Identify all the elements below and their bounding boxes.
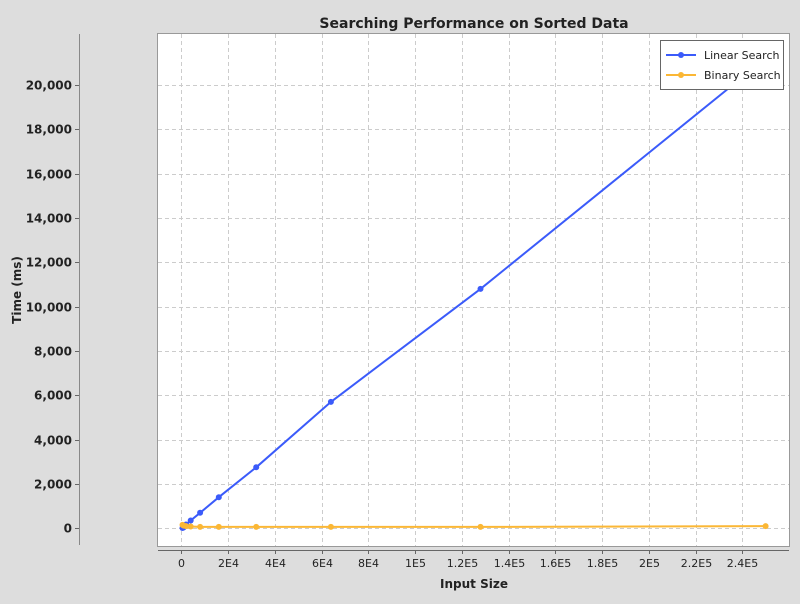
legend-label-linear-search: Linear Search	[704, 49, 780, 62]
x-tick-label: 8E4	[358, 557, 379, 570]
y-tick-label: 16,000	[26, 168, 72, 182]
series-layer	[179, 55, 769, 531]
x-axis-label: Input Size	[440, 577, 508, 591]
legend-item-binary-search: Binary Search	[666, 69, 781, 82]
x-tick-label: 0	[178, 557, 185, 570]
data-point-binary-search	[477, 523, 484, 530]
x-tick-label: 1.8E5	[587, 557, 618, 570]
y-tick-label: 18,000	[26, 123, 72, 137]
legend-label-binary-search: Binary Search	[704, 69, 781, 82]
y-axis-label: Time (ms)	[10, 256, 24, 324]
legend-marker-linear-search	[678, 52, 684, 58]
legend: Linear Search Binary Search	[660, 40, 784, 90]
x-tick-label: 4E4	[265, 557, 286, 570]
data-point-binary-search	[253, 523, 260, 530]
x-tick-label: 6E4	[312, 557, 333, 570]
data-point-binary-search	[183, 523, 189, 530]
chart-title: Searching Performance on Sorted Data	[319, 16, 628, 32]
data-point-linear-search	[197, 509, 204, 516]
data-point-linear-search	[327, 398, 334, 405]
data-point-linear-search	[477, 285, 484, 292]
data-point-linear-search	[253, 464, 260, 471]
y-tick-label: 14,000	[26, 212, 72, 226]
data-point-binary-search	[327, 523, 334, 530]
data-point-linear-search	[187, 517, 194, 524]
x-tick-label: 2E5	[639, 557, 660, 570]
y-tick-label: 10,000	[26, 301, 72, 315]
grid-layer	[158, 34, 789, 546]
y-tick-label: 8,000	[34, 345, 72, 359]
y-tick-label: 0	[64, 522, 72, 536]
x-tick-label: 1.4E5	[494, 557, 525, 570]
legend-box	[660, 40, 784, 90]
legend-marker-binary-search	[678, 72, 684, 78]
legend-item-linear-search: Linear Search	[666, 49, 780, 62]
data-point-binary-search	[187, 523, 194, 530]
x-tick-label: 2.2E5	[681, 557, 712, 570]
data-point-binary-search	[197, 523, 204, 530]
data-point-linear-search	[215, 494, 222, 501]
y-tick-label: 4,000	[34, 434, 72, 448]
y-tick-label: 20,000	[26, 79, 72, 93]
series-binary-search	[179, 521, 769, 530]
x-tick-label: 1.2E5	[447, 557, 478, 570]
data-point-binary-search	[762, 523, 769, 530]
y-tick-label: 12,000	[26, 256, 72, 270]
data-point-binary-search	[215, 523, 222, 530]
x-tick-label: 2E4	[218, 557, 239, 570]
axes-layer: 0 2E4 4E4 6E4 8E4 1E5 1.2E5 1.4E5 1.6E5 1.8E5 2E5 2…	[26, 79, 789, 570]
y-tick-label: 6,000	[34, 389, 72, 403]
x-tick-label: 1E5	[405, 557, 426, 570]
x-tick-label: 1.6E5	[540, 557, 571, 570]
x-tick-label: 2.4E5	[727, 557, 758, 570]
y-tick-label: 2,000	[34, 478, 72, 492]
